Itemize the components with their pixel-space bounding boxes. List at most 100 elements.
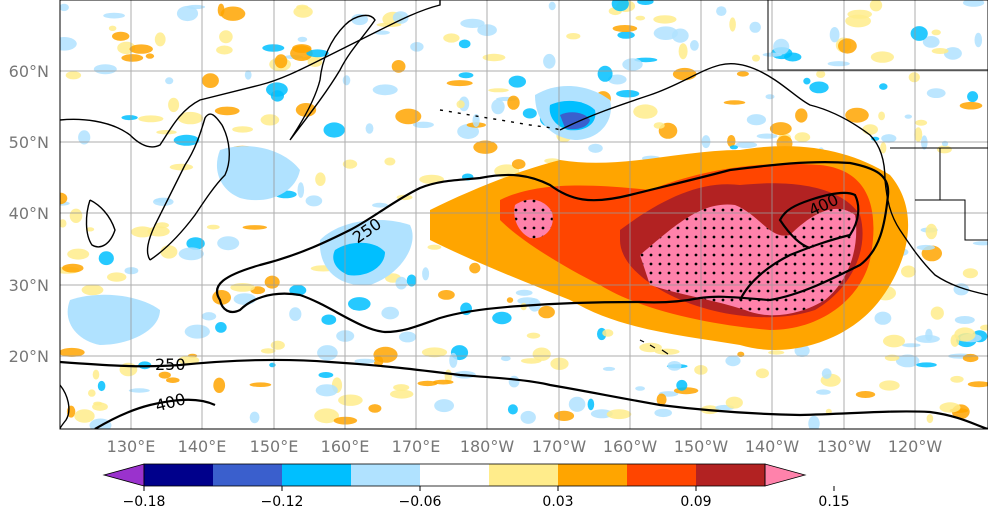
anomaly-speckle: [962, 353, 979, 363]
anomaly-speckle: [97, 380, 106, 392]
anomaly-speckle: [881, 134, 897, 143]
anomaly-speckle: [878, 111, 885, 121]
anomaly-speckle: [60, 37, 77, 51]
anomaly-speckle: [384, 157, 396, 166]
anomaly-speckle: [422, 267, 430, 281]
lat-label-20n: 20°N: [9, 347, 49, 366]
anomaly-speckle: [65, 71, 82, 80]
anomaly-speckle: [469, 262, 481, 274]
significance-stipple-east: [640, 204, 857, 316]
lat-label-60n: 60°N: [9, 62, 49, 81]
anomaly-speckle: [321, 314, 337, 325]
coastline-philippines: [60, 384, 70, 429]
anomaly-speckle: [121, 54, 144, 62]
anomaly-speckle: [213, 377, 226, 393]
anomaly-speckle: [373, 346, 398, 363]
anomaly-speckle: [154, 32, 166, 47]
anomaly-speckle: [297, 182, 305, 198]
anomaly-speckle: [368, 404, 382, 413]
anomaly-speckle: [201, 73, 219, 88]
anomaly-speckle: [902, 343, 921, 348]
anomaly-speckle: [506, 297, 514, 303]
anomaly-speckle: [616, 90, 640, 98]
colorbar-segment: [351, 464, 420, 486]
coastline-alaska: [559, 63, 988, 296]
anomaly-speckle: [538, 305, 555, 319]
anomaly-speckle: [381, 306, 400, 320]
anomaly-speckle: [914, 127, 923, 142]
anomaly-speckle: [746, 114, 767, 126]
anomaly-speckle: [967, 381, 988, 388]
anomaly-speckle: [443, 33, 460, 43]
anomaly-speckle: [716, 6, 727, 16]
anomaly-speckle: [736, 71, 749, 77]
colorbar-segment: [420, 464, 489, 486]
anomaly-speckle: [219, 30, 233, 44]
coastline-kamchatka: [289, 14, 376, 141]
anomaly-speckle: [752, 54, 760, 62]
anomaly-speckle: [244, 70, 252, 80]
anomaly-speckle: [168, 97, 180, 113]
anomaly-speckle: [92, 402, 108, 411]
anomaly-speckle: [214, 106, 240, 116]
anomaly-speckle: [446, 80, 473, 87]
colorbar-tick-label-3: 0.03: [542, 494, 573, 510]
anomaly-speckle: [959, 101, 983, 110]
anomaly-speckle: [729, 145, 739, 150]
anomaly-speckle: [305, 195, 323, 207]
lon-label-180w: 180°W: [460, 437, 515, 456]
anomaly-speckle: [74, 409, 95, 423]
negative-anomaly-blue-6: [67, 294, 160, 345]
anomaly-speckle: [107, 272, 127, 282]
coastlines: [60, 0, 988, 429]
anomaly-speckle: [862, 124, 878, 135]
anomaly-speckle: [145, 53, 155, 59]
anomaly-speckle: [735, 141, 758, 149]
anomaly-speckle: [756, 133, 778, 139]
anomaly-speckle: [130, 226, 154, 238]
anomaly-speckle: [173, 134, 200, 146]
anomaly-speckle: [215, 322, 227, 333]
state-borders: [915, 148, 988, 241]
coastline-japan: [146, 113, 230, 261]
anomaly-speckle: [963, 0, 985, 7]
anomaly-speckle: [60, 347, 85, 357]
colorbar-segment: [627, 464, 696, 486]
anomaly-speckle: [633, 104, 658, 119]
contour-label-250-south: 250: [155, 355, 186, 374]
lon-label-170e: 170°E: [392, 437, 441, 456]
anomaly-speckle: [637, 0, 654, 5]
lon-label-150w: 150°W: [674, 437, 729, 456]
anomaly-speckle: [908, 72, 920, 83]
anomaly-speckle: [566, 33, 581, 40]
anomaly-speckle: [879, 380, 900, 391]
anomaly-speckle: [81, 284, 104, 296]
anomaly-speckle: [306, 49, 329, 58]
anomaly-speckle: [323, 122, 345, 138]
anomaly-speckle: [473, 140, 498, 154]
anomaly-speckle: [297, 36, 308, 43]
anomaly-speckle: [395, 276, 408, 290]
contour-400-south: [94, 398, 216, 429]
anomaly-speckle: [672, 67, 697, 81]
negative-anomaly-blue-7: [216, 146, 300, 201]
anomaly-speckle: [526, 332, 541, 339]
lon-label-140e: 140°E: [178, 437, 227, 456]
anomaly-speckle: [289, 284, 307, 296]
anomaly-speckle: [351, 13, 368, 26]
anomaly-speckle: [855, 391, 876, 398]
anomaly-speckle: [901, 265, 916, 278]
colorbar-tick-label-4: 0.09: [680, 494, 711, 510]
anomaly-speckle: [725, 355, 741, 367]
anomaly-speckle: [755, 368, 770, 379]
anomaly-speckle: [916, 362, 937, 368]
anomaly-speckle: [270, 90, 284, 102]
anomaly-speckle: [845, 107, 869, 123]
anomaly-speckle: [939, 402, 961, 413]
colorbar-segment: [282, 464, 351, 486]
anomaly-speckle: [488, 88, 509, 93]
anomaly-speckle: [482, 53, 506, 62]
anomaly-speckle: [883, 334, 905, 348]
anomaly-speckle: [78, 130, 91, 145]
